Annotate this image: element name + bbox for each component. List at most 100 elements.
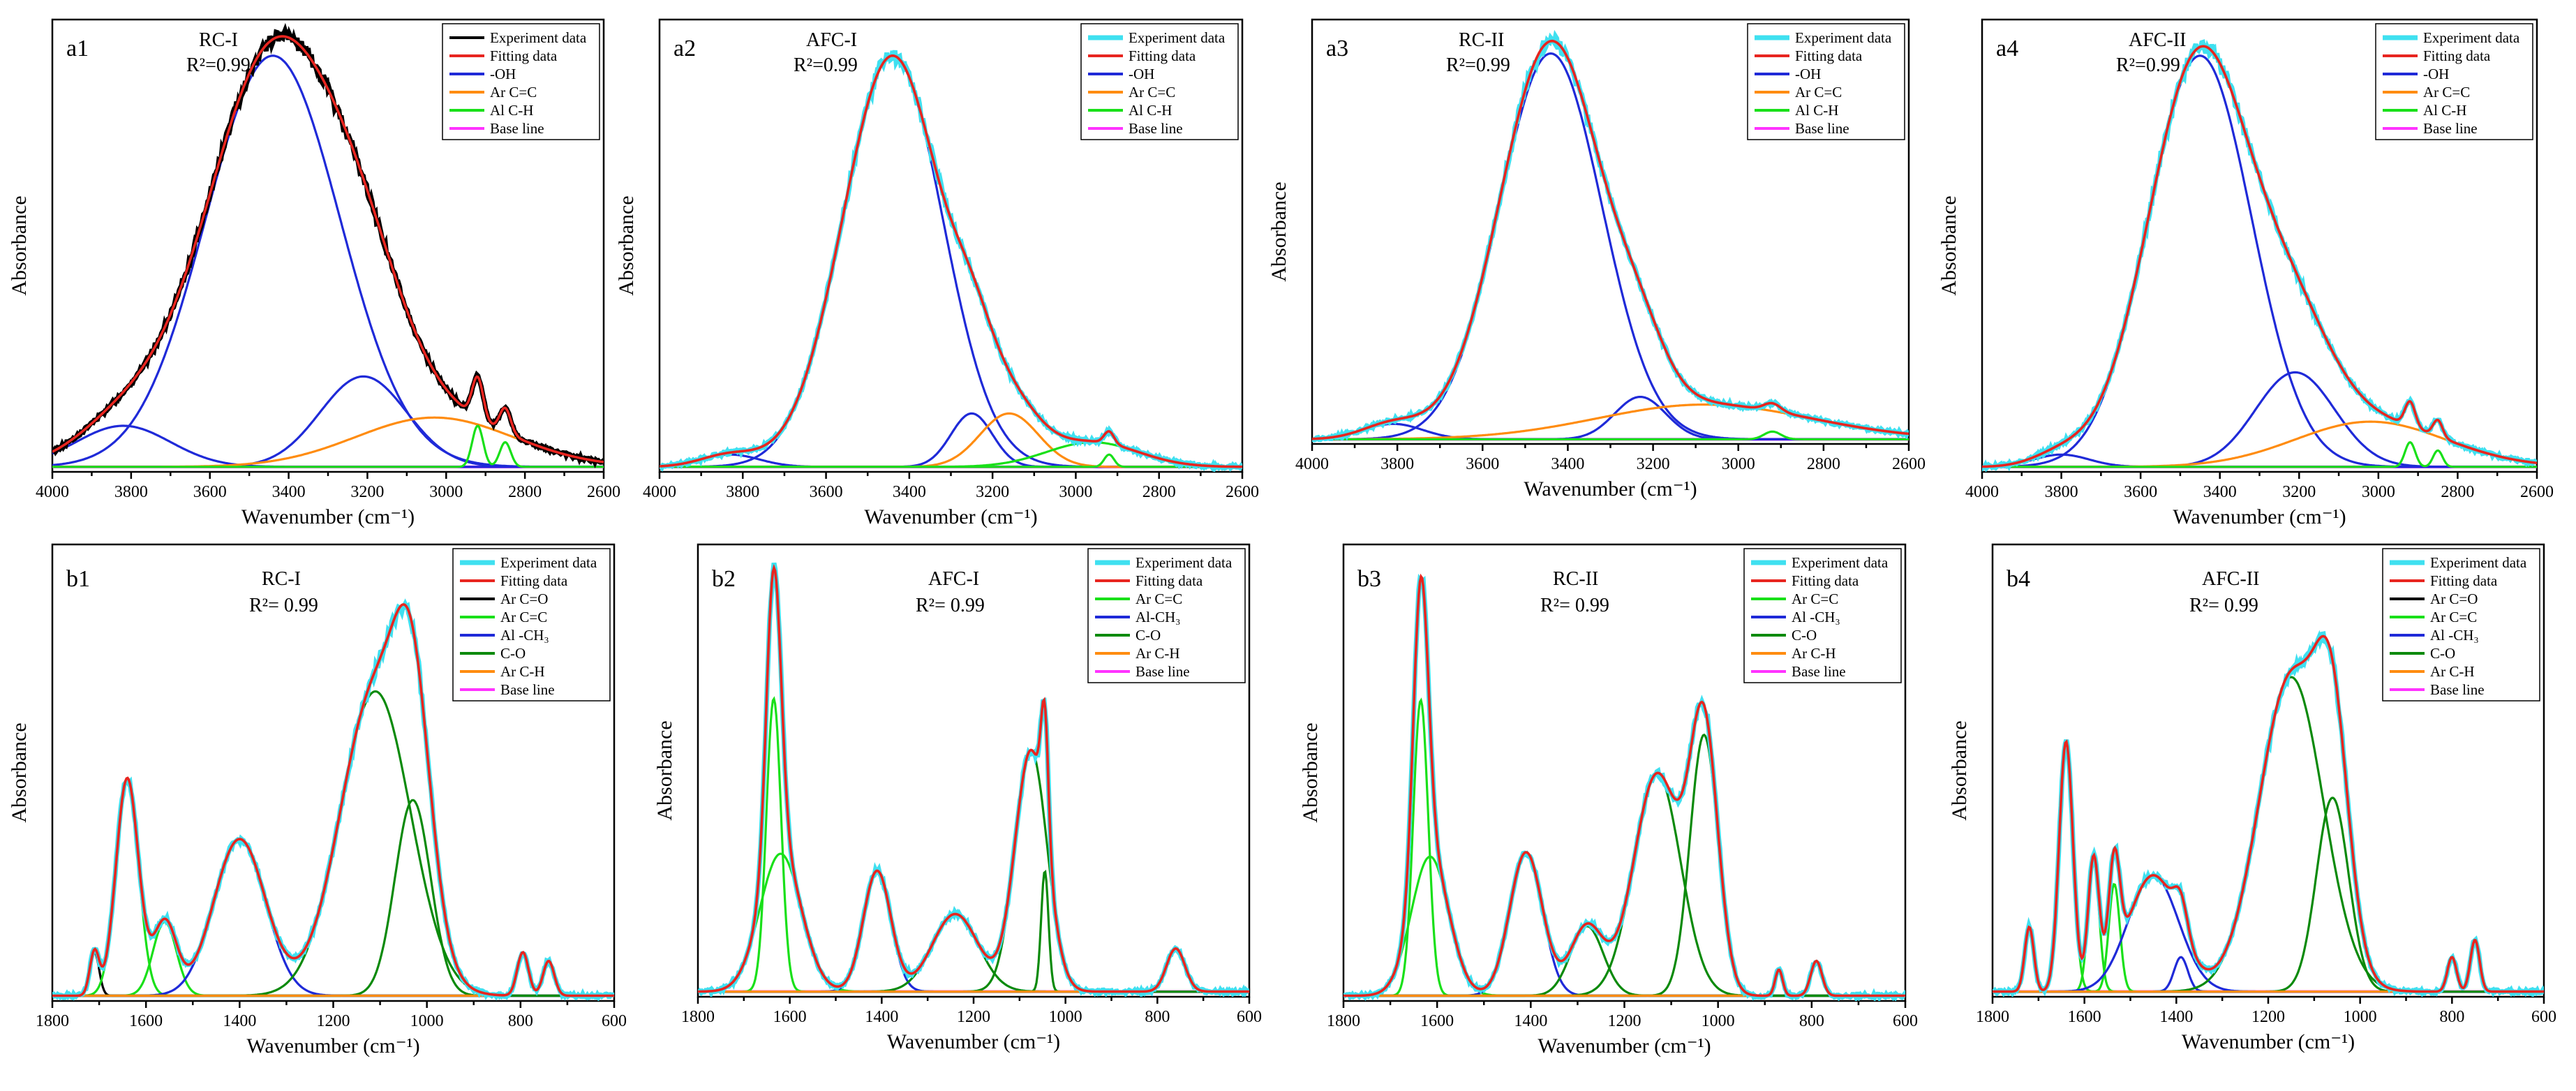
fitting-curve <box>698 563 1249 993</box>
x-tick-label: 600 <box>1893 1012 1918 1030</box>
x-tick-label: 2800 <box>508 483 542 501</box>
x-tick-label: 3800 <box>114 483 148 501</box>
component-curve <box>1312 430 1909 440</box>
legend-entry: Ar C=C <box>2430 609 2477 625</box>
legend-entry: -OH <box>2423 66 2449 82</box>
legend-entry: Ar C=O <box>500 591 548 607</box>
sample-name: AFC-I <box>806 29 857 51</box>
legend-entry: Fitting data <box>1792 572 1859 589</box>
panel-tag: b4 <box>2007 566 2030 592</box>
component-curve <box>660 453 1242 468</box>
r-squared: R²=0.99 <box>1446 54 1510 76</box>
legend-entry: Base line <box>500 681 555 698</box>
x-tick-label: 3800 <box>726 483 759 501</box>
x-tick-label: 1400 <box>223 1012 256 1030</box>
x-tick-label: 1200 <box>957 1008 990 1026</box>
r-squared: R²=0.99 <box>2116 54 2180 76</box>
y-axis-label: Absorbance <box>653 720 676 820</box>
legend-entry: Al -CH₃ <box>2430 627 2479 644</box>
legend-entry: Base line <box>1129 120 1183 137</box>
x-tick-label: 1200 <box>317 1012 350 1030</box>
legend-entry: Experiment data <box>500 554 597 571</box>
legend-entry: Ar C-H <box>2430 663 2475 680</box>
x-tick-label: 1800 <box>1327 1012 1360 1030</box>
x-tick-label: 1800 <box>36 1012 69 1030</box>
component-curve <box>1982 440 2537 468</box>
x-tick-label: 2800 <box>1807 455 1840 473</box>
legend-entry: Ar C-H <box>500 663 545 680</box>
panel-tag: a4 <box>1996 36 2018 61</box>
plot-area <box>52 598 614 1001</box>
x-tick-label: 3200 <box>976 483 1009 501</box>
x-tick-label: 600 <box>602 1012 627 1030</box>
r-squared: R²= 0.99 <box>2189 595 2258 616</box>
legend-entry: Fitting data <box>1795 47 1863 64</box>
legend-entry: Al C-H <box>1795 102 1838 119</box>
legend-box <box>1747 23 1905 140</box>
x-tick-label: 3400 <box>2203 483 2237 501</box>
legend-entry: Experiment data <box>2430 554 2527 571</box>
legend-entry: Ar C=C <box>490 84 537 101</box>
legend-entry: Experiment data <box>1795 29 1892 46</box>
y-axis-label: Absorbance <box>615 195 638 295</box>
y-axis-label: Absorbance <box>1299 722 1322 822</box>
y-axis-label: Absorbance <box>1937 195 1960 295</box>
x-tick-label: 1000 <box>410 1012 444 1030</box>
legend-entry: -OH <box>490 66 516 82</box>
component-curve <box>1343 697 1905 997</box>
x-tick-label: 3000 <box>1059 483 1092 501</box>
x-tick-label: 1400 <box>2159 1008 2193 1026</box>
sample-name: RC-I <box>199 29 238 51</box>
legend-entry: Fitting data <box>490 47 558 64</box>
plot-area <box>1312 29 1909 443</box>
x-tick-label: 2800 <box>2441 483 2474 501</box>
x-axis-label: Wavenumber (cm⁻¹) <box>2182 1030 2355 1053</box>
x-tick-label: 3400 <box>1551 455 1584 473</box>
plot-area <box>660 50 1242 472</box>
panel-b1: 1800 1600 1400 1200 1000 800 600 Wavenumber (cm… <box>8 543 627 1057</box>
legend-entry: Fitting data <box>2430 572 2498 589</box>
legend-entry: Ar C=C <box>1795 84 1842 101</box>
legend-entry: C-O <box>1136 627 1161 644</box>
x-axis-label: Wavenumber (cm⁻¹) <box>864 505 1037 528</box>
x-axis-label: Wavenumber (cm⁻¹) <box>887 1030 1060 1053</box>
y-axis-label: Absorbance <box>1267 181 1290 281</box>
x-tick-label: 3600 <box>2124 483 2157 501</box>
panel-tag: a1 <box>66 36 89 61</box>
panel-tag: a3 <box>1326 36 1348 61</box>
panel-tag: b1 <box>66 566 90 592</box>
r-squared: R²= 0.99 <box>916 595 985 616</box>
x-tick-label: 3200 <box>2282 483 2316 501</box>
legend-entry: Ar C=C <box>1129 84 1175 101</box>
panel-tag: b3 <box>1357 566 1381 592</box>
x-tick-label: 2800 <box>1142 483 1176 501</box>
legend-entry: Base line <box>1792 663 1846 680</box>
x-tick-label: 1000 <box>1702 1012 1735 1030</box>
fitting-curve <box>1312 39 1909 440</box>
x-tick-label: 3800 <box>1380 455 1414 473</box>
x-tick-label: 1600 <box>773 1008 807 1026</box>
fitting-curve <box>1982 45 2537 468</box>
x-tick-label: 1800 <box>681 1008 715 1026</box>
component-curve <box>52 375 604 468</box>
component-curve <box>1993 676 2544 993</box>
r-squared: R²= 0.99 <box>249 595 318 616</box>
x-axis-label: Wavenumber (cm⁻¹) <box>241 505 415 528</box>
legend-entry: Ar C-H <box>1136 645 1180 662</box>
y-axis-label: Absorbance <box>1948 720 1971 820</box>
legend-entry: Ar C=C <box>2423 84 2470 101</box>
legend-box <box>2375 23 2533 140</box>
x-tick-label: 1000 <box>2344 1008 2377 1026</box>
panel-a3: 4000 3800 3600 3400 3200 3000 2800 2600 Wavenumb… <box>1267 18 1926 500</box>
x-tick-label: 600 <box>2531 1008 2556 1026</box>
panel-b4: 1800 1600 1400 1200 1000 800 600 Wavenumber (cm… <box>1948 543 2556 1053</box>
legend-entry: Al-CH₃ <box>1136 609 1181 625</box>
x-tick-label: 800 <box>1145 1008 1170 1026</box>
legend-entry: Base line <box>2423 120 2478 137</box>
